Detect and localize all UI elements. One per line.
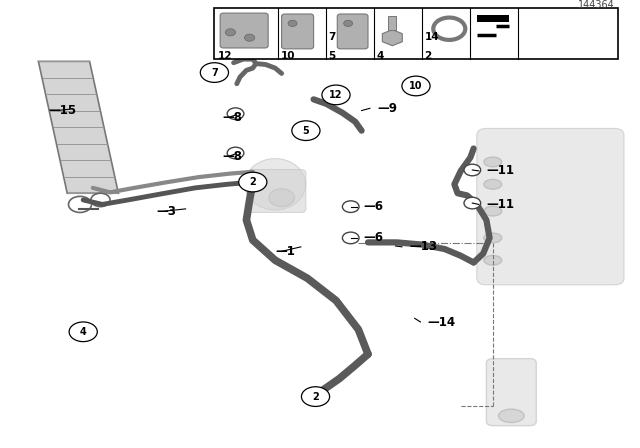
Bar — [388, 16, 396, 30]
Circle shape — [342, 201, 359, 212]
Circle shape — [298, 125, 314, 137]
Circle shape — [200, 63, 228, 82]
FancyBboxPatch shape — [486, 358, 536, 426]
Text: —15: —15 — [48, 104, 76, 117]
Circle shape — [91, 193, 110, 207]
Text: 2: 2 — [424, 51, 431, 61]
Text: —1: —1 — [275, 245, 295, 258]
Text: 4: 4 — [80, 327, 86, 337]
Text: 7: 7 — [328, 32, 336, 42]
Text: 10: 10 — [280, 51, 295, 61]
Circle shape — [402, 76, 430, 96]
Ellipse shape — [499, 409, 524, 422]
Text: 5: 5 — [328, 51, 335, 61]
Circle shape — [292, 121, 320, 141]
Text: 4: 4 — [376, 51, 384, 61]
Text: 10: 10 — [409, 81, 423, 91]
Text: —3: —3 — [157, 205, 177, 218]
Bar — [214, 8, 618, 59]
Text: 2: 2 — [312, 392, 319, 401]
Circle shape — [68, 196, 92, 212]
Circle shape — [288, 20, 297, 26]
Circle shape — [69, 322, 97, 342]
Circle shape — [227, 108, 244, 120]
Text: —13: —13 — [410, 241, 438, 254]
Text: 7: 7 — [211, 68, 218, 78]
Text: 12: 12 — [329, 90, 343, 100]
Text: 2: 2 — [250, 177, 256, 187]
Ellipse shape — [244, 159, 306, 210]
Circle shape — [464, 164, 481, 176]
Circle shape — [244, 34, 255, 41]
Circle shape — [328, 89, 344, 101]
FancyBboxPatch shape — [337, 14, 368, 49]
Circle shape — [239, 172, 267, 192]
Text: —14: —14 — [428, 316, 456, 329]
Circle shape — [464, 197, 481, 209]
Text: —9: —9 — [378, 102, 397, 115]
Text: —11: —11 — [486, 198, 515, 211]
FancyBboxPatch shape — [282, 14, 314, 49]
Text: —11: —11 — [486, 164, 515, 177]
Text: 144364: 144364 — [578, 0, 614, 10]
Text: —8: —8 — [223, 111, 243, 124]
Text: 14: 14 — [424, 32, 439, 42]
FancyBboxPatch shape — [477, 129, 624, 285]
Bar — [477, 15, 509, 22]
Text: 12: 12 — [218, 51, 232, 61]
Ellipse shape — [484, 233, 502, 243]
Circle shape — [301, 387, 330, 406]
Text: 5: 5 — [303, 125, 309, 136]
Ellipse shape — [269, 189, 294, 207]
Ellipse shape — [484, 255, 502, 265]
Text: —6: —6 — [364, 232, 383, 245]
Text: —6: —6 — [364, 200, 383, 213]
Circle shape — [225, 29, 236, 36]
FancyBboxPatch shape — [248, 169, 306, 212]
Circle shape — [344, 20, 353, 26]
Polygon shape — [38, 61, 118, 193]
Circle shape — [408, 80, 424, 92]
Circle shape — [342, 232, 359, 244]
Circle shape — [322, 85, 350, 105]
Text: —8: —8 — [223, 150, 243, 163]
Ellipse shape — [484, 179, 502, 189]
Ellipse shape — [484, 206, 502, 216]
FancyBboxPatch shape — [220, 13, 268, 48]
Circle shape — [227, 147, 244, 159]
Ellipse shape — [484, 157, 502, 167]
